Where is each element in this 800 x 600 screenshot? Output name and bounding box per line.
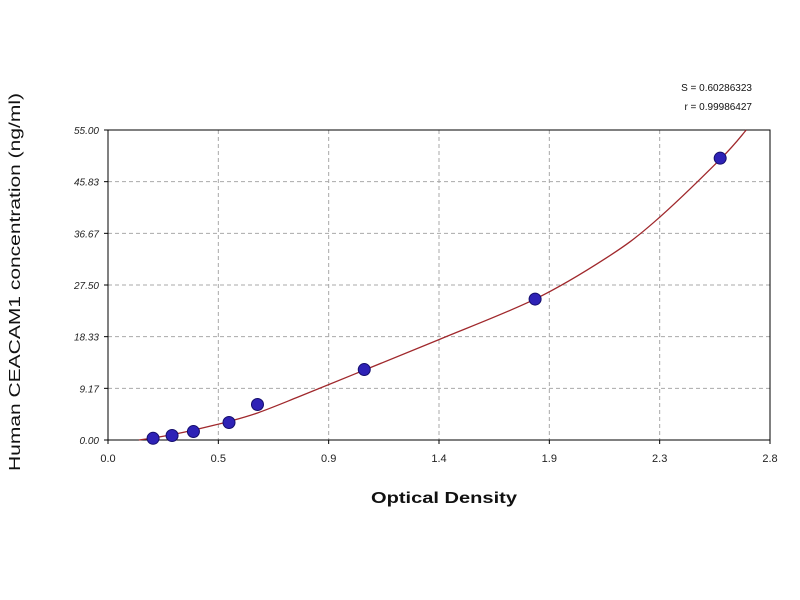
data-point <box>222 416 236 430</box>
x-tick-label: 2.8 <box>762 453 777 465</box>
data-point <box>146 431 160 445</box>
x-axis-label: Optical Density <box>371 490 517 507</box>
y-tick-labels: 0.00 9.17 18.33 27.50 36.67 45.83 55.00 <box>73 126 99 447</box>
y-tick-label: 18.33 <box>74 333 99 344</box>
x-tick-labels: 0.0 0.5 0.9 1.4 1.9 2.3 2.8 <box>100 453 777 465</box>
data-point <box>250 397 264 411</box>
y-tick-label: 9.17 <box>80 384 100 395</box>
x-tick-label: 1.9 <box>542 453 557 465</box>
x-tick-label: 0.0 <box>100 453 115 465</box>
y-axis-label: Human CEACAM1 concentration (ng/ml) <box>7 93 24 471</box>
data-points <box>146 151 727 445</box>
x-tick-label: 2.3 <box>652 453 667 465</box>
data-point <box>528 292 542 306</box>
x-tick-label: 1.4 <box>431 453 446 465</box>
y-tick-label: 36.67 <box>74 229 99 240</box>
gridlines <box>108 130 770 440</box>
axis-ticks <box>104 129 771 444</box>
data-point <box>165 428 179 442</box>
y-tick-label: 0.00 <box>80 436 100 447</box>
data-point <box>357 363 371 377</box>
y-tick-label: 55.00 <box>74 126 99 137</box>
data-point <box>186 425 200 439</box>
correlation-annotation: r = 0.99986427 <box>684 102 752 113</box>
x-tick-label: 0.9 <box>321 453 336 465</box>
y-tick-label: 27.50 <box>73 281 99 292</box>
y-tick-label: 45.83 <box>74 178 99 189</box>
data-point <box>713 151 727 165</box>
standard-error-annotation: S = 0.60286323 <box>681 83 752 94</box>
x-tick-label: 0.5 <box>211 453 226 465</box>
